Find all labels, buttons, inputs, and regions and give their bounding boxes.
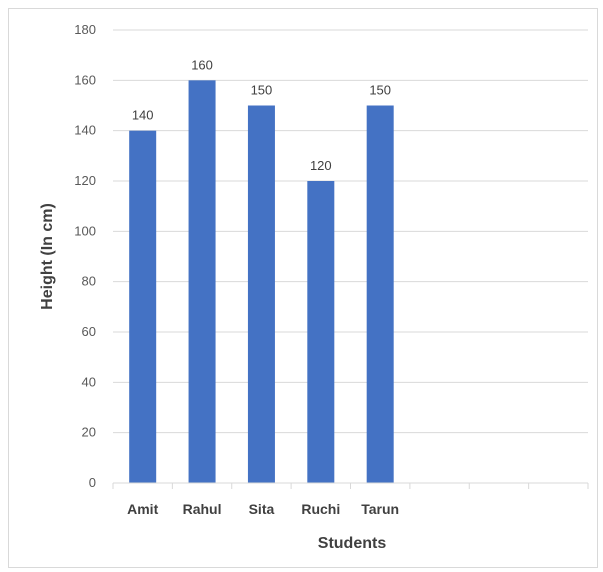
bar-tarun: [366, 105, 394, 483]
data-label-sita: 150: [251, 83, 273, 98]
y-tick-label: 120: [74, 173, 96, 188]
bars: [129, 80, 394, 483]
x-tick-label-rahul: Rahul: [183, 501, 222, 517]
bar-rahul: [188, 80, 216, 483]
x-tick-label-tarun: Tarun: [361, 501, 399, 517]
y-tick-label: 60: [82, 324, 96, 339]
data-label-tarun: 150: [369, 83, 391, 98]
x-tick-label-ruchi: Ruchi: [301, 501, 340, 517]
x-axis-title: Students: [318, 535, 387, 552]
y-tick-label: 100: [74, 223, 96, 238]
y-tick-label: 80: [82, 274, 96, 289]
bar-ruchi: [307, 181, 335, 483]
bar-sita: [247, 105, 275, 483]
y-axis-ticks: 0 20 40 60 80 100 120 140 160 180: [74, 22, 96, 490]
y-tick-label: 40: [82, 374, 96, 389]
y-axis-title: Height (In cm): [39, 203, 56, 310]
chart-frame: [8, 8, 598, 568]
data-label-ruchi: 120: [310, 158, 332, 173]
x-axis-ticks: Amit Rahul Sita Ruchi Tarun: [112, 483, 589, 517]
gridlines: [113, 29, 588, 434]
data-labels: 140 160 150 120 150: [132, 57, 391, 173]
y-tick-label: 20: [82, 425, 96, 440]
bar-amit: [129, 130, 157, 483]
data-label-rahul: 160: [191, 57, 213, 72]
y-tick-label: 180: [74, 22, 96, 37]
y-tick-label: 140: [74, 123, 96, 138]
y-tick-label: 0: [89, 475, 96, 490]
x-tick-label-sita: Sita: [249, 501, 275, 517]
x-tick-label-amit: Amit: [127, 501, 158, 517]
y-tick-label: 160: [74, 72, 96, 87]
data-label-amit: 140: [132, 108, 154, 123]
